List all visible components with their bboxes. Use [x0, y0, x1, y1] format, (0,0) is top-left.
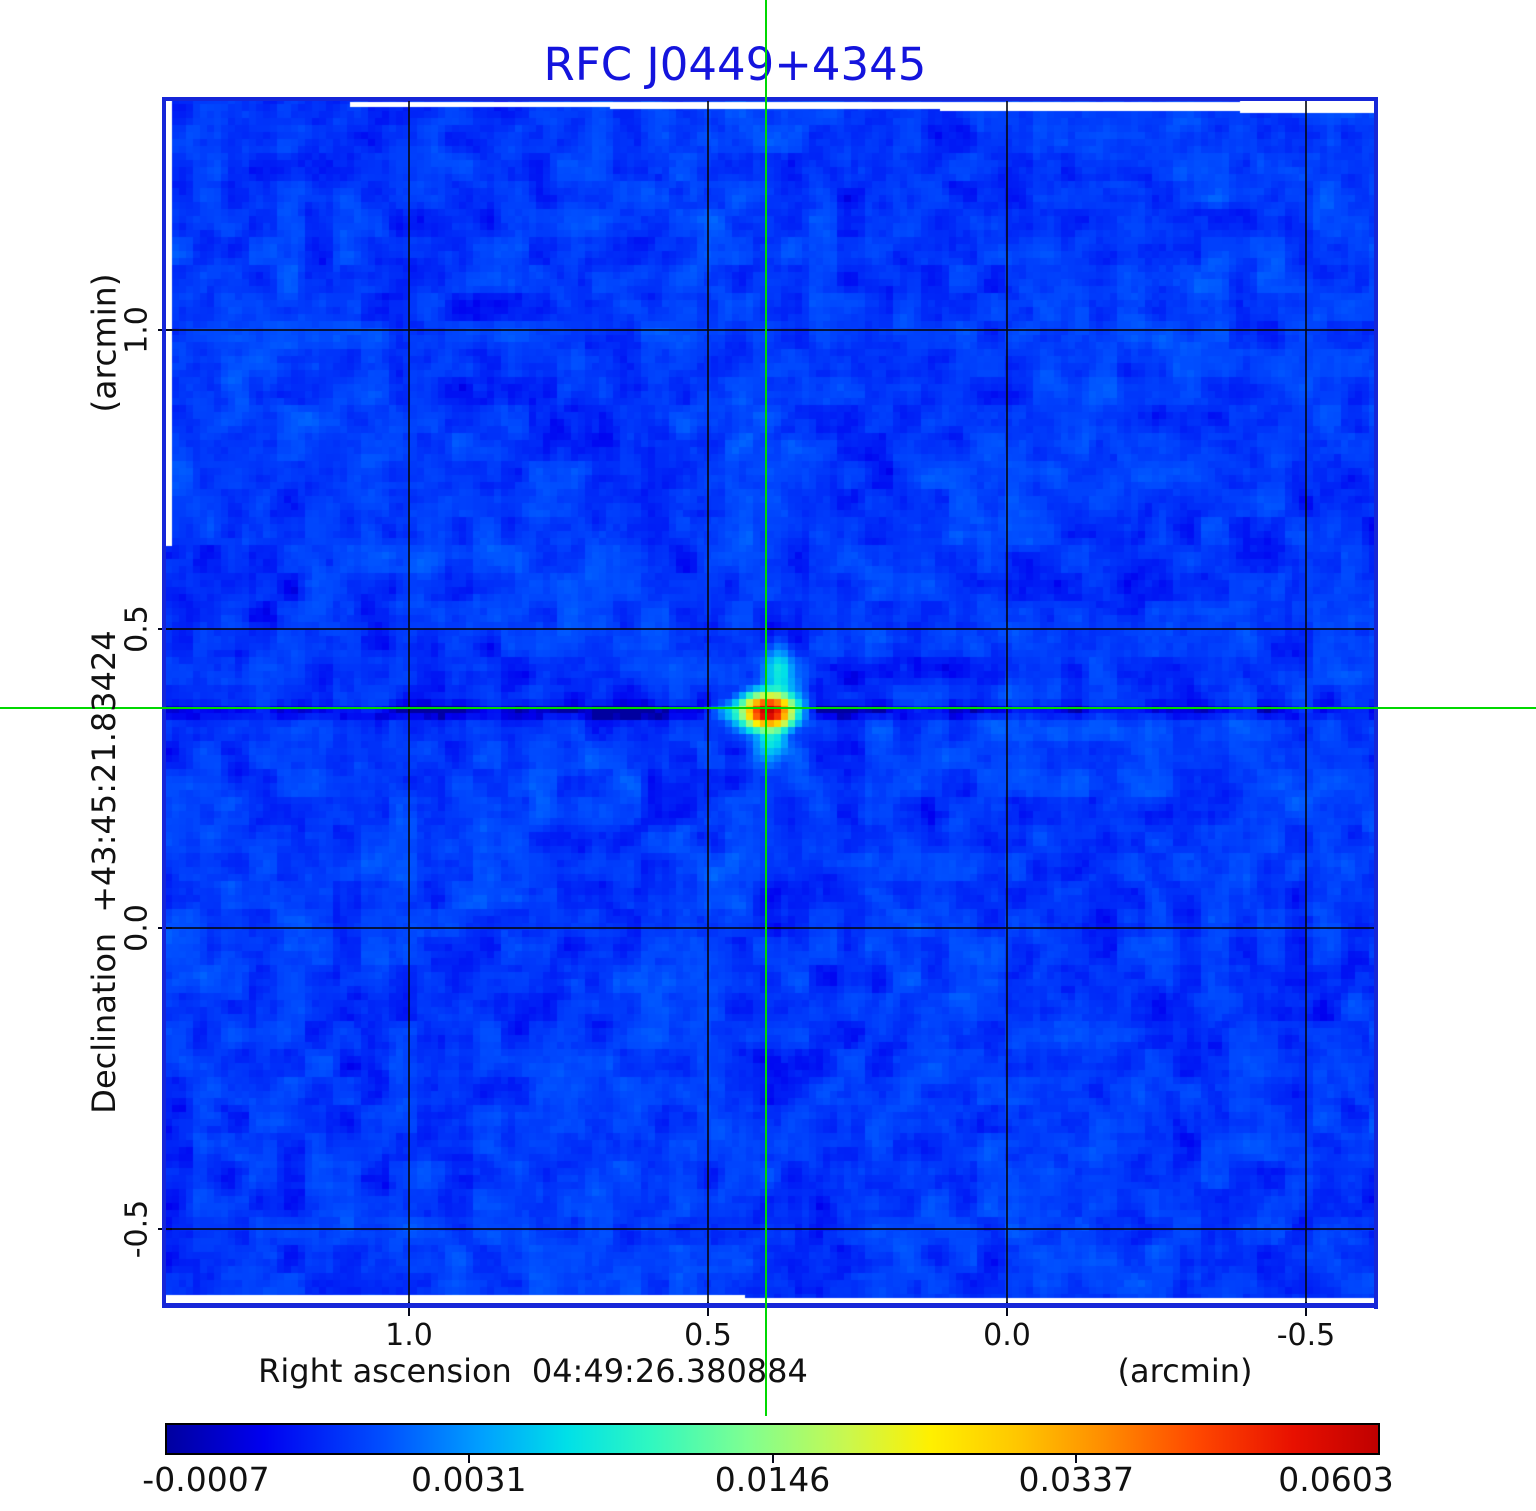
x-tick-mark [707, 1302, 709, 1316]
x-axis-title: Right ascension 04:49:26.380884 [258, 1352, 808, 1390]
x-grid-line [1006, 97, 1008, 1308]
x-tick-label: 1.0 [385, 1318, 433, 1353]
y-axis-coordinate: +43:45:21.83424 [85, 630, 123, 913]
crosshair-horizontal-line [0, 707, 1536, 709]
y-tick-label: -0.5 [119, 1199, 155, 1259]
x-grid-line [707, 97, 709, 1308]
colorbar-tick-label: -0.0007 [142, 1460, 270, 1499]
map-frame-top [165, 97, 1378, 101]
x-tick-label: 0.5 [684, 1318, 732, 1353]
y-grid-line [165, 329, 1376, 331]
y-tick-label: 0.0 [119, 904, 155, 952]
y-tick-label: 1.0 [119, 306, 155, 354]
x-tick-mark [408, 1302, 411, 1316]
y-tick-label: 0.5 [119, 605, 155, 653]
colorbar-tick-label: 0.0603 [1278, 1460, 1394, 1499]
colorbar-tick-mark [1075, 1455, 1078, 1463]
page-title: RFC J0449+4345 [543, 38, 927, 91]
y-grid-line [165, 1228, 1376, 1230]
y-axis-unit: (arcmin) [84, 273, 124, 413]
colorbar-tick-mark [771, 1455, 774, 1463]
x-tick-label: 0.0 [983, 1318, 1031, 1353]
x-axis-unit: (arcmin) [1117, 1352, 1253, 1390]
sky-map-image [165, 97, 1376, 1308]
x-grid-line [408, 97, 410, 1308]
map-frame-bottom [165, 1303, 1378, 1308]
colorbar-tick-mark [467, 1455, 470, 1463]
map-frame-left [162, 97, 166, 1308]
y-grid-line [165, 927, 1376, 929]
x-tick-mark [1006, 1302, 1008, 1316]
x-tick-label: -0.5 [1276, 1318, 1336, 1353]
y-axis-title: Declination +43:45:21.83424 [85, 630, 123, 1113]
y-axis-label: Declination [85, 932, 123, 1114]
x-axis-coordinate: 04:49:26.380884 [531, 1352, 808, 1390]
colorbar-tick-label: 0.0146 [714, 1460, 831, 1499]
colorbar-tick-label: 0.0031 [411, 1460, 527, 1499]
x-tick-mark [1305, 1302, 1307, 1316]
colorbar [165, 1423, 1380, 1455]
map-frame-right [1374, 97, 1378, 1309]
colorbar-tick-label: 0.0337 [1018, 1460, 1134, 1499]
y-grid-line [165, 628, 1376, 630]
x-grid-line [1305, 97, 1307, 1308]
x-axis-label: Right ascension [258, 1352, 512, 1390]
